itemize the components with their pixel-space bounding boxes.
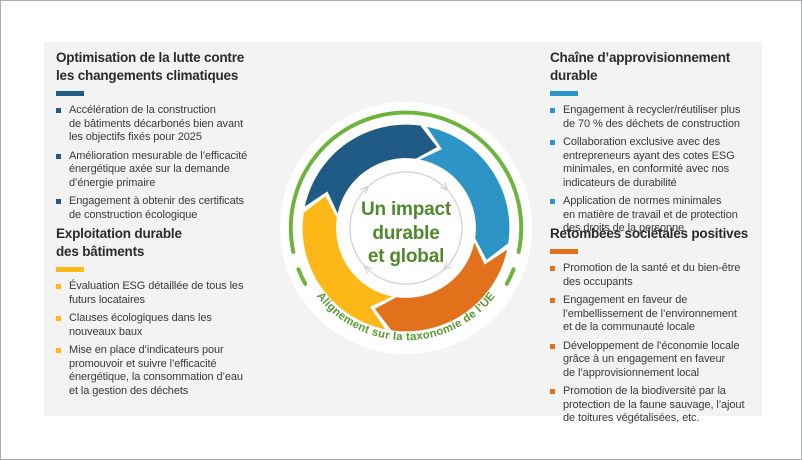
bullet-text: Promotion de la santé et du bien-être de… (563, 262, 741, 288)
bullet-square-icon (56, 153, 61, 159)
cycle-arcs (302, 124, 510, 332)
inner-arrow-icon (363, 264, 373, 274)
arc-light-blue (419, 126, 510, 260)
bullet-square-icon (56, 108, 61, 113)
bullet-square-icon (550, 108, 555, 113)
section-title: Chaîne d’approvisionnement durable (550, 50, 731, 83)
section-climate-optimization: Optimisation de la lutte contre les chan… (56, 49, 296, 227)
section-societal-benefits: Retombées sociétales positives Promotion… (550, 225, 765, 431)
bullet-text: Accélération de la construction de bâtim… (69, 104, 243, 143)
arc-yellow (302, 196, 393, 330)
center-impact-line: durable (372, 222, 440, 244)
center-impact-line: Un impact (360, 199, 452, 220)
section-title: Optimisation de la lutte contre les chan… (56, 50, 245, 83)
bullet-text: Amélioration mesurable de l’efficacité é… (69, 149, 248, 189)
section-supply-chain: Chaîne d’approvisionnement durable Engag… (550, 49, 765, 241)
bullet-text: Évaluation ESG détaillée de tous les fut… (69, 280, 244, 306)
section-sustainable-buildings: Exploitation durable des bâtiments Évalu… (56, 225, 296, 403)
bullet-item: Collaboration exclusive avec des entrepr… (550, 136, 765, 190)
bullet-text: Clauses écologiques dans les nouveaux ba… (69, 312, 212, 338)
bullet-square-icon (550, 343, 555, 349)
bullet-list: Promotion de la santé et du bien-être de… (550, 262, 765, 426)
inner-arrow-icon (442, 261, 452, 271)
bullet-item: Évaluation ESG détaillée de tous les fut… (56, 280, 296, 307)
inner-cycle-circle (349, 171, 463, 285)
bullet-square-icon (56, 348, 61, 353)
bullet-list: Évaluation ESG détaillée de tous les fut… (56, 280, 296, 398)
accent-bar (550, 91, 578, 96)
accent-bar (56, 91, 84, 96)
center-impact-line: et global (367, 246, 445, 267)
green-ring-arc (288, 110, 524, 254)
bullet-text: Engagement à recycler/réutiliser plus de… (563, 104, 741, 130)
bullet-item: Application de normes minimales en matiè… (550, 195, 765, 236)
bullet-square-icon (56, 284, 61, 289)
bullet-square-icon (550, 298, 555, 303)
bullet-text: Mise en place d’indicateurs pour promouv… (69, 344, 243, 397)
bullet-item: Mise en place d’indicateurs pour promouv… (56, 344, 296, 398)
cycle-diagram: Alignement sur la taxonomie de l’UE (279, 101, 533, 355)
inner-arrow-icon (439, 182, 449, 192)
bullet-item: Amélioration mesurable de l’efficacité é… (56, 150, 296, 191)
bullet-item: Accélération de la construction de bâtim… (56, 104, 296, 145)
bullet-item: Promotion de la biodiversité par la prot… (550, 385, 765, 426)
bullet-item: Engagement en faveur de l’embellissement… (550, 294, 765, 335)
bullet-item: Engagement à recycler/réutiliser plus de… (550, 104, 765, 131)
accent-bar (550, 249, 578, 254)
green-ring-dash-left (296, 267, 308, 286)
bullet-square-icon (550, 266, 555, 271)
bullet-text: Engagement à obtenir des certificats de … (69, 195, 244, 221)
arc-orange (374, 242, 508, 332)
section-title: Retombées sociétales positives (550, 226, 749, 241)
bullet-item: Développement de l’économie locale grâce… (550, 340, 765, 381)
accent-bar (56, 267, 84, 272)
bullet-list: Engagement à recycler/réutiliser plus de… (550, 104, 765, 236)
bullet-list: Accélération de la construction de bâtim… (56, 104, 296, 222)
bullet-item: Engagement à obtenir des certificats de … (56, 195, 296, 222)
bullet-text: Collaboration exclusive avec des entrepr… (563, 136, 735, 189)
bullet-square-icon (56, 199, 61, 204)
bullet-text: Engagement en faveur de l’embellissement… (563, 294, 737, 333)
bullet-text: Application de normes minimales en matiè… (563, 195, 738, 234)
bullet-square-icon (550, 140, 555, 145)
green-ring-dash-right (504, 267, 516, 286)
bullet-text: Promotion de la biodiversité par la prot… (563, 385, 745, 424)
bullet-square-icon (56, 316, 61, 321)
section-title: Exploitation durable des bâtiments (56, 226, 182, 259)
bullet-square-icon (550, 199, 555, 204)
inner-arrow-icon (360, 185, 370, 195)
bullet-square-icon (550, 389, 555, 394)
bullet-text: Développement de l’économie locale grâce… (563, 339, 740, 379)
center-impact-label: Un impact durable et global (326, 198, 486, 269)
bullet-item: Clauses écologiques dans les nouveaux ba… (56, 312, 296, 339)
arc-dark-blue (304, 124, 438, 214)
bullet-item: Promotion de la santé et du bien-être de… (550, 262, 765, 289)
